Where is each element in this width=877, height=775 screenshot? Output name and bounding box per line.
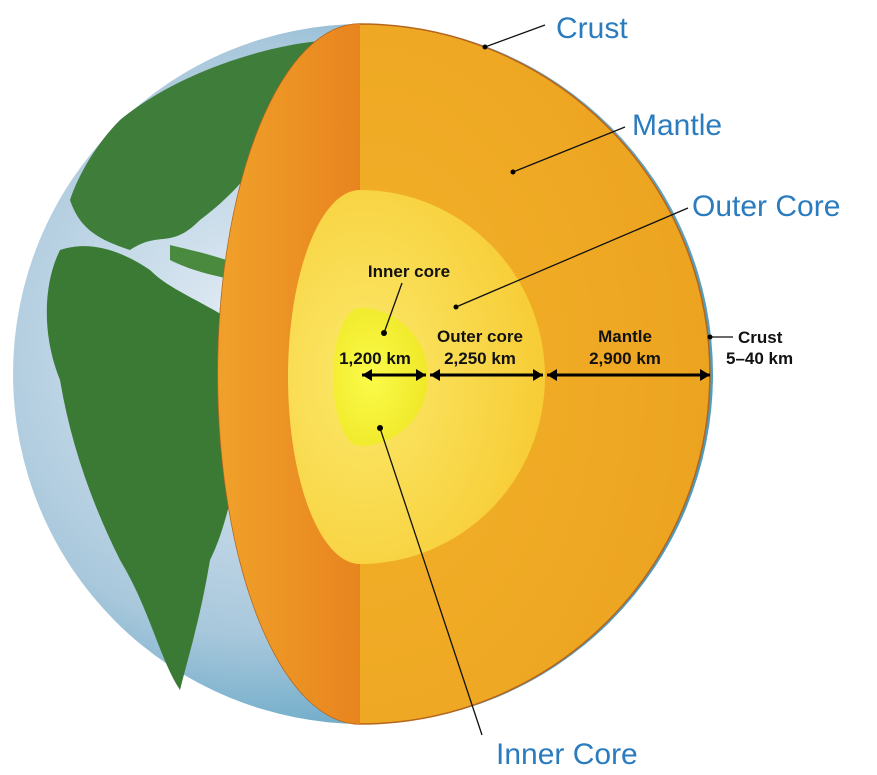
leader-lines — [377, 24, 733, 736]
layer-name: Crust — [738, 328, 783, 347]
callout-label: Crust — [556, 12, 628, 45]
callout-label: Mantle — [632, 109, 722, 142]
layer-name: Mantle — [598, 327, 652, 346]
layer-thickness: 2,250 km — [444, 349, 516, 368]
layer-thickness: 1,200 km — [339, 349, 411, 368]
radius-arrows — [362, 369, 710, 381]
layer-name: Inner core — [368, 262, 450, 281]
layer-thickness: 2,900 km — [589, 349, 661, 368]
layer-thickness: 5–40 km — [726, 349, 793, 368]
callout-label: Inner Core — [496, 738, 638, 771]
layer-name: Outer core — [437, 327, 523, 346]
callout-label: Outer Core — [692, 190, 840, 223]
